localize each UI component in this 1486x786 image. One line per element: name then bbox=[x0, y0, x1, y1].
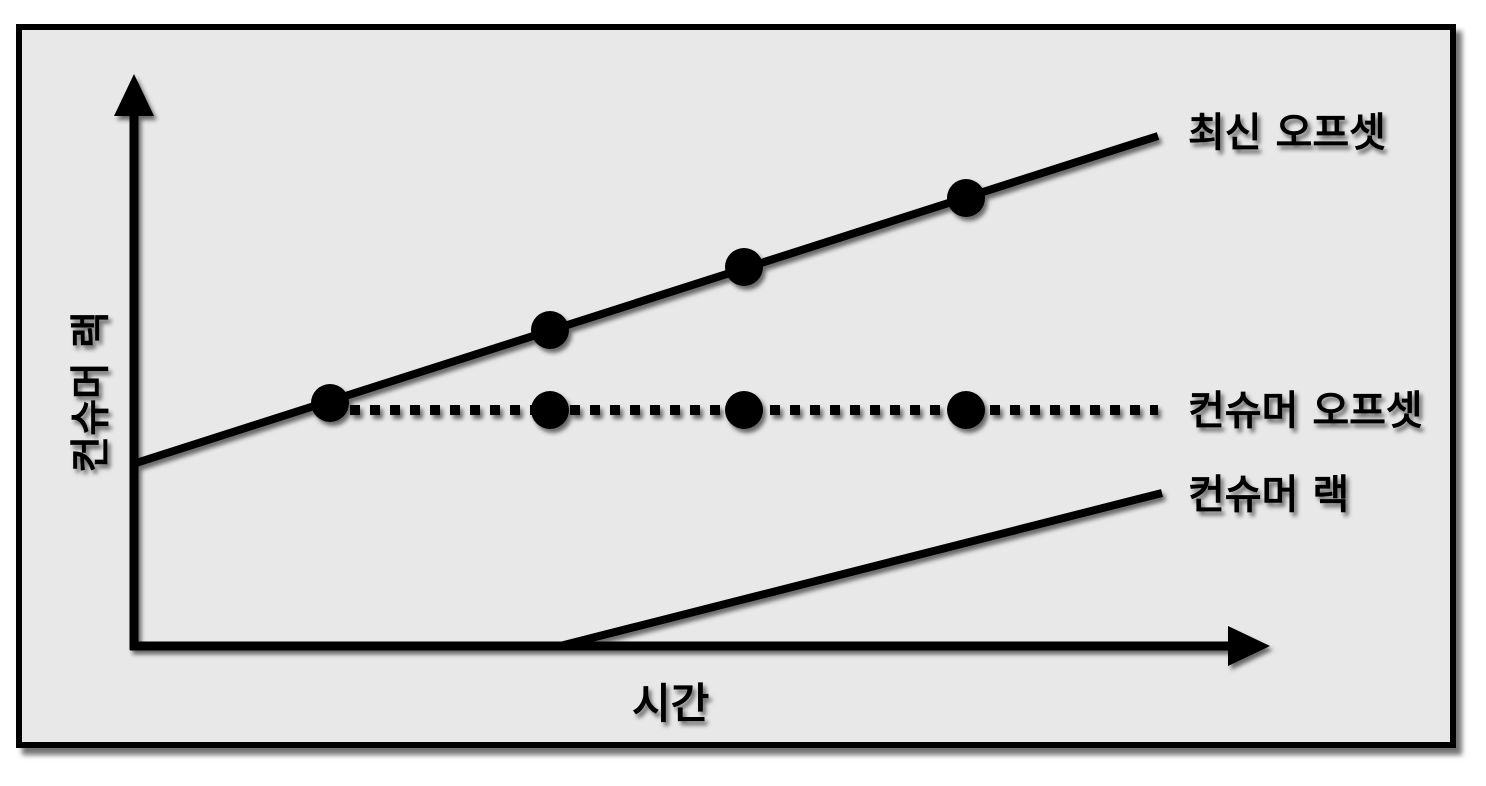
x-axis-label: 시간 bbox=[632, 679, 709, 728]
latest-offset-point bbox=[725, 248, 763, 286]
y-axis-label: 컨슈머 랙 bbox=[68, 311, 114, 472]
consumer-offset-point bbox=[531, 391, 569, 429]
x-axis-arrow bbox=[1228, 626, 1270, 666]
diagram-frame bbox=[16, 24, 1456, 748]
consumer-lag-line bbox=[559, 489, 1163, 650]
y-axis-arrow bbox=[114, 74, 154, 116]
consumer-offset-label: 컨슈머 오프셋 bbox=[1188, 388, 1423, 434]
consumer-offset-point bbox=[725, 391, 763, 429]
consumer-offset-point bbox=[947, 391, 985, 429]
consumer-lag-label: 컨슈머 랙 bbox=[1188, 472, 1349, 518]
latest-offset-point bbox=[531, 311, 569, 349]
latest-offset-point bbox=[311, 384, 349, 422]
latest-offset-point bbox=[947, 179, 985, 217]
latest-offset-label: 최신 오프셋 bbox=[1188, 110, 1386, 156]
latest-offset-line bbox=[134, 132, 1160, 467]
